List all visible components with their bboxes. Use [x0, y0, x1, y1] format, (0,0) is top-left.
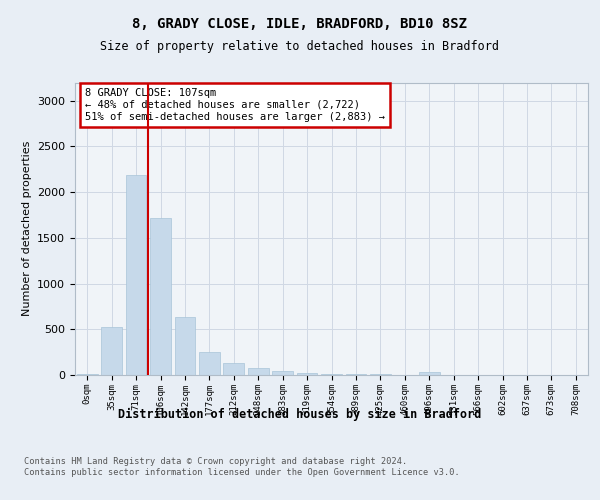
Bar: [346, 374, 367, 375]
Bar: [272, 372, 293, 375]
Text: 8 GRADY CLOSE: 107sqm
← 48% of detached houses are smaller (2,722)
51% of semi-d: 8 GRADY CLOSE: 107sqm ← 48% of detached …: [85, 88, 385, 122]
Bar: [125, 175, 146, 375]
Text: 8, GRADY CLOSE, IDLE, BRADFORD, BD10 8SZ: 8, GRADY CLOSE, IDLE, BRADFORD, BD10 8SZ: [133, 18, 467, 32]
Bar: [370, 374, 391, 375]
Bar: [77, 374, 98, 375]
Bar: [199, 352, 220, 375]
Bar: [321, 374, 342, 375]
Bar: [223, 363, 244, 375]
Bar: [101, 328, 122, 375]
Bar: [150, 218, 171, 375]
Bar: [175, 318, 196, 375]
Bar: [419, 372, 440, 375]
Bar: [248, 368, 269, 375]
Text: Distribution of detached houses by size in Bradford: Distribution of detached houses by size …: [118, 408, 482, 420]
Text: Size of property relative to detached houses in Bradford: Size of property relative to detached ho…: [101, 40, 499, 53]
Y-axis label: Number of detached properties: Number of detached properties: [22, 141, 32, 316]
Text: Contains HM Land Registry data © Crown copyright and database right 2024.
Contai: Contains HM Land Registry data © Crown c…: [24, 458, 460, 477]
Bar: [296, 372, 317, 375]
